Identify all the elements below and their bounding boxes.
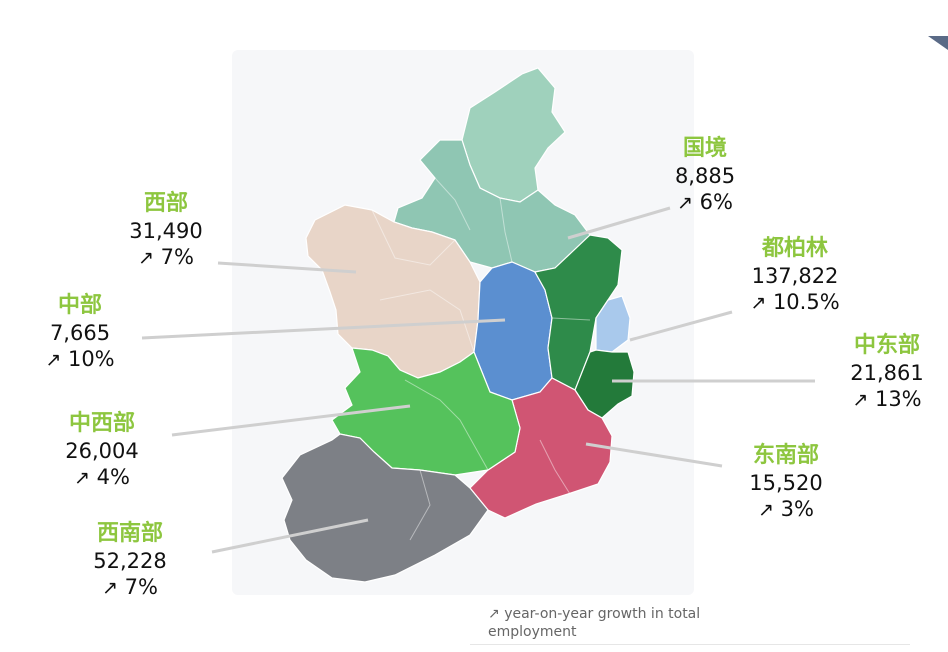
footnote-arrow-icon: ↗: [488, 606, 500, 622]
county-boundaries: [371, 177, 591, 541]
leader-line-border: [567, 206, 671, 240]
region-name: 国境: [682, 136, 727, 161]
growth-arrow-icon: ↗: [758, 498, 774, 521]
growth-arrow-icon: ↗: [138, 246, 154, 269]
footnote: ↗ year-on-year growth in total employmen…: [488, 606, 738, 641]
leader-line-dublin: [629, 310, 733, 342]
growth-arrow-icon: ↗: [102, 576, 118, 599]
region-name: 中东部: [853, 333, 920, 358]
map-region-mid-west: [331, 347, 521, 476]
region-label-mid-east: 中东部 21,861 ↗ 13%: [828, 332, 946, 413]
region-value: 15,520: [749, 470, 823, 495]
growth-arrow-icon: ↗: [677, 191, 693, 214]
region-label-mid-west: 中西部 26,004 ↗ 4%: [42, 410, 162, 491]
leader-lines: [141, 206, 815, 554]
region-label-south-east: 东南部 15,520 ↗ 3%: [726, 442, 846, 523]
region-growth: ↗ 4%: [74, 464, 130, 489]
region-name: 中西部: [68, 411, 135, 436]
region-value: 7,665: [49, 320, 111, 345]
region-name: 西部: [143, 191, 188, 216]
growth-arrow-icon: ↗: [74, 466, 90, 489]
leader-line-mid-west: [171, 404, 411, 437]
map-region-dublin-city: [595, 295, 631, 353]
leader-line-midlands: [141, 318, 506, 340]
region-name: 西南部: [96, 521, 163, 546]
divider: [470, 644, 910, 645]
region-label-south-west: 西南部 52,228 ↗ 7%: [70, 520, 190, 601]
region-label-west: 西部 31,490 ↗ 7%: [106, 190, 226, 271]
region-value: 31,490: [129, 218, 203, 243]
region-growth: ↗ 6%: [677, 189, 733, 214]
region-label-midlands: 中部 7,665 ↗ 10%: [20, 292, 140, 373]
region-growth: ↗ 7%: [138, 244, 194, 269]
region-label-border: 国境 8,885 ↗ 6%: [645, 135, 765, 216]
region-value: 52,228: [93, 548, 167, 573]
growth-arrow-icon: ↗: [750, 291, 767, 314]
region-name: 都柏林: [761, 236, 828, 261]
region-value: 137,822: [751, 263, 839, 288]
region-growth: ↗ 7%: [102, 574, 158, 599]
leader-line-south-west: [211, 518, 369, 554]
region-label-dublin: 都柏林 137,822 ↗ 10.5%: [725, 235, 865, 316]
region-name: 东南部: [752, 443, 819, 468]
region-name: 中部: [57, 293, 102, 318]
region-growth: ↗ 10.5%: [750, 289, 840, 314]
region-value: 26,004: [65, 438, 139, 463]
leader-line-west: [217, 261, 357, 274]
region-value: 8,885: [674, 163, 736, 188]
corner-tab: [928, 36, 948, 50]
leader-line-south-east: [585, 442, 723, 468]
growth-arrow-icon: ↗: [45, 348, 62, 371]
map-region-south-west: [281, 433, 489, 583]
region-growth: ↗ 13%: [852, 386, 922, 411]
region-value: 21,861: [850, 360, 924, 385]
footnote-text: year-on-year growth in total employment: [488, 606, 701, 640]
region-growth: ↗ 3%: [758, 496, 814, 521]
region-growth: ↗ 10%: [45, 346, 115, 371]
growth-arrow-icon: ↗: [852, 388, 869, 411]
